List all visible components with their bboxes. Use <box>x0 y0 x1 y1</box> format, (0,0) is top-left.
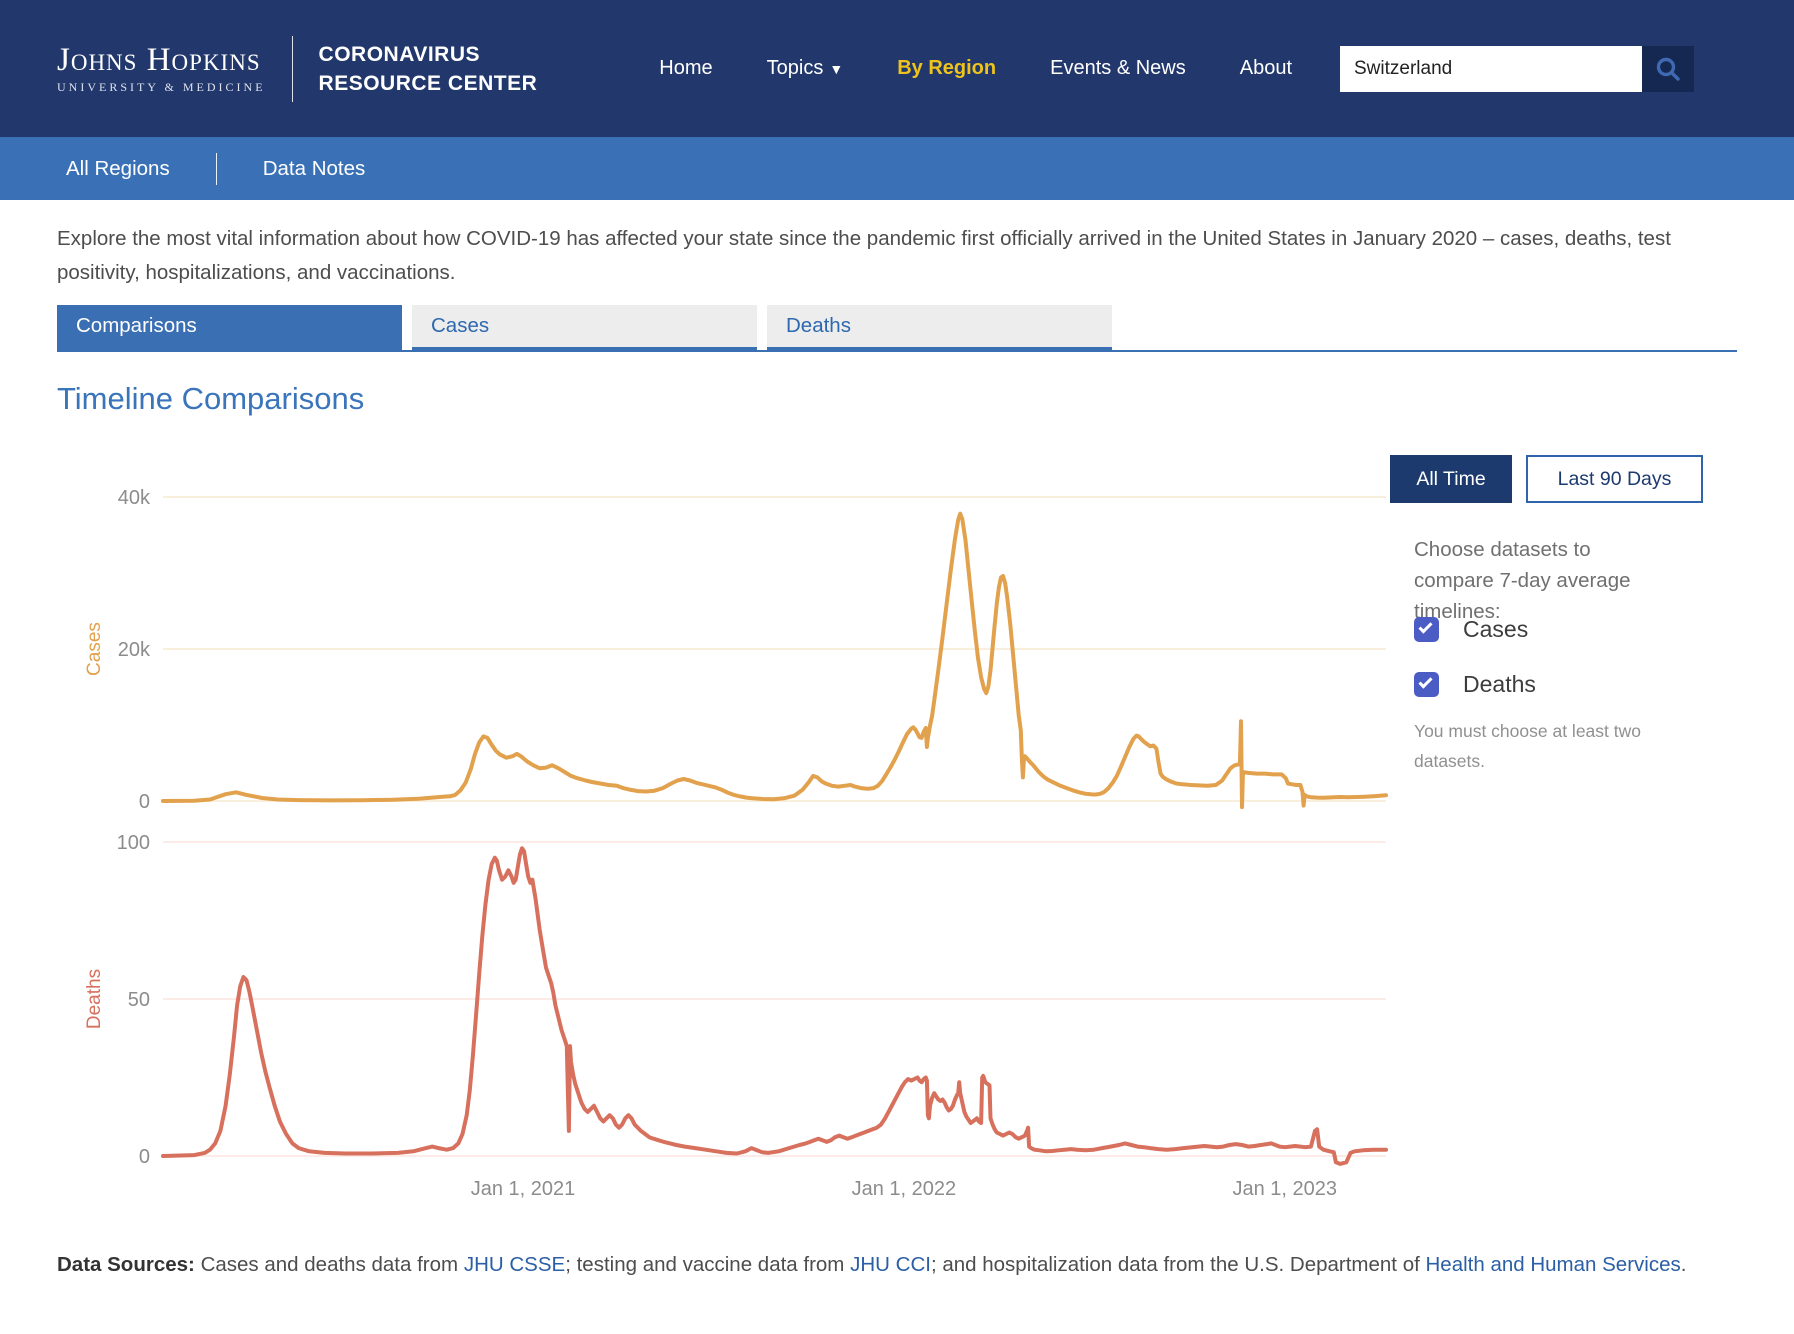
search-icon <box>1656 57 1680 81</box>
deaths-checkbox[interactable] <box>1414 672 1439 697</box>
nav-home[interactable]: Home <box>659 57 713 79</box>
nav-topics[interactable]: Topics ▼ <box>766 57 844 79</box>
tab-comparisons[interactable]: Comparisons <box>57 305 402 352</box>
logo-division-name: University & Medicine <box>57 79 266 94</box>
nav-by-region[interactable]: By Region <box>897 57 997 79</box>
svg-text:Jan 1, 2023: Jan 1, 2023 <box>1233 1178 1338 1200</box>
deaths-checkbox-label: Deaths <box>1463 671 1536 697</box>
svg-text:Deaths: Deaths <box>84 969 105 1029</box>
choose-datasets-label: Choose datasets to compare 7-day average… <box>1414 538 1631 623</box>
datasets-helper-text: You must choose at least two datasets. <box>1414 721 1641 771</box>
page-title: Timeline Comparisons <box>57 381 365 416</box>
dataset-tabs: Comparisons Cases Deaths <box>57 305 1737 352</box>
tab-deaths[interactable]: Deaths <box>767 305 1112 352</box>
top-header: Johns Hopkins University & Medicine Coro… <box>0 0 1794 137</box>
subnav-data-notes[interactable]: Data Notes <box>262 156 366 180</box>
svg-text:20k: 20k <box>118 639 151 661</box>
logo-divider <box>291 35 293 102</box>
timeline-comparison-chart: 0 20k 40k Cases 0 50 100 Deaths Jan 1, 2021 Jan 1… <box>0 430 1400 1230</box>
data-sources-note: Data Sources: Cases and deaths data from… <box>57 1253 1687 1276</box>
subnav-divider <box>215 152 217 185</box>
timeline-chart-svg: 0 20k 40k Cases 0 50 100 Deaths Jan 1, 2021 Jan 1… <box>84 487 1388 1200</box>
cases-checkbox-row: Cases <box>1414 616 1528 643</box>
all-time-button[interactable]: All Time <box>1390 455 1512 503</box>
svg-text:100: 100 <box>117 832 150 854</box>
johns-hopkins-wordmark: Johns Hopkins University & Medicine <box>57 43 266 95</box>
checkmark-icon <box>1418 674 1433 689</box>
search-button[interactable] <box>1642 45 1694 92</box>
jhu-csse-link[interactable]: JHU CSSE <box>463 1253 566 1276</box>
cases-checkbox-label: Cases <box>1463 616 1529 642</box>
svg-text:50: 50 <box>128 989 150 1011</box>
site-search <box>1340 45 1694 92</box>
secondary-nav: All Regions Data Notes <box>0 137 1794 200</box>
chevron-down-icon: ▼ <box>829 61 844 77</box>
svg-text:40k: 40k <box>118 487 151 509</box>
svg-text:0: 0 <box>139 1146 150 1168</box>
svg-text:Cases: Cases <box>84 622 105 676</box>
logo-product-name: Coronavirus Resource Center <box>318 42 538 95</box>
subnav-all-regions[interactable]: All Regions <box>66 156 170 180</box>
tab-cases[interactable]: Cases <box>412 305 757 352</box>
search-input[interactable] <box>1340 45 1642 92</box>
deaths-checkbox-row: Deaths <box>1414 671 1536 698</box>
nav-about[interactable]: About <box>1239 57 1292 79</box>
data-sources-lead: Data Sources: <box>57 1253 201 1276</box>
checkmark-icon <box>1418 619 1433 634</box>
time-range-buttons: All Time Last 90 Days <box>1390 455 1703 503</box>
jhu-cci-link[interactable]: JHU CCI <box>850 1253 931 1276</box>
brand-logo[interactable]: Johns Hopkins University & Medicine Coro… <box>57 35 538 102</box>
svg-text:0: 0 <box>139 791 150 813</box>
svg-text:Jan 1, 2022: Jan 1, 2022 <box>852 1178 957 1200</box>
logo-university-name: Johns Hopkins <box>57 41 261 78</box>
svg-text:Jan 1, 2021: Jan 1, 2021 <box>471 1178 576 1200</box>
last-90-days-button[interactable]: Last 90 Days <box>1526 455 1703 503</box>
intro-paragraph: Explore the most vital information about… <box>57 227 1671 284</box>
cases-checkbox[interactable] <box>1414 617 1439 642</box>
main-nav: Home Topics ▼ By Region Events & News Abo… <box>659 57 1292 80</box>
hhs-link[interactable]: Health and Human Services <box>1425 1253 1681 1276</box>
nav-events-news[interactable]: Events & News <box>1050 57 1186 79</box>
